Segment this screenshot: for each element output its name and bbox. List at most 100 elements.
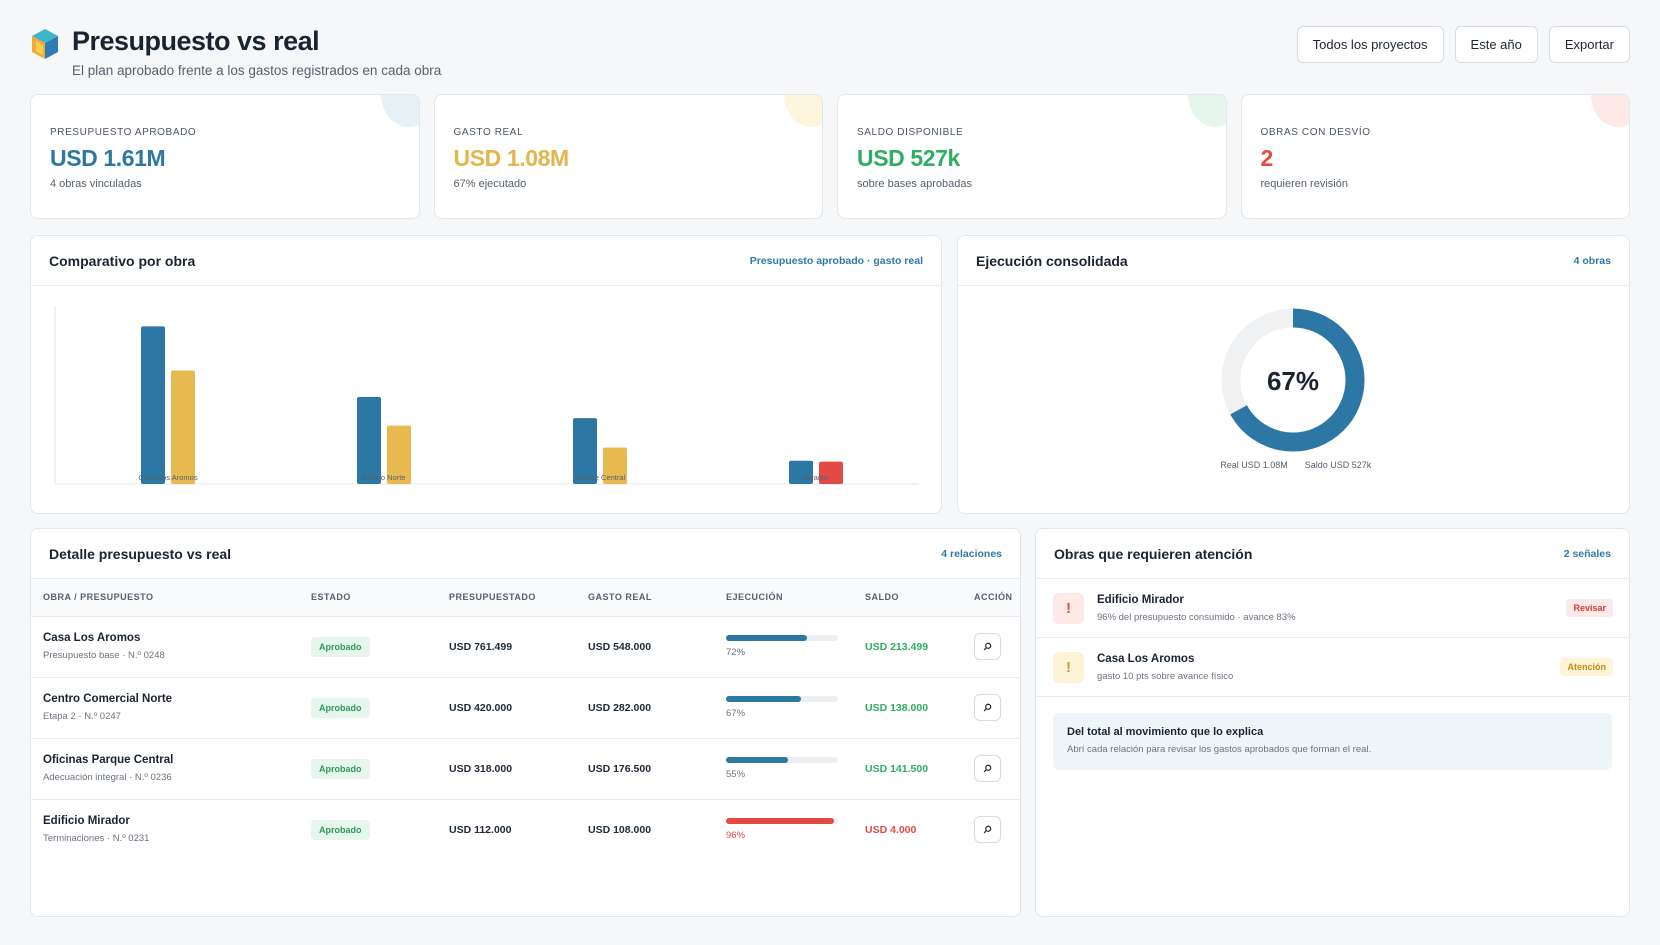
obra-ref: Terminaciones · N.º 0231: [43, 833, 150, 845]
view-detail-button[interactable]: [974, 633, 1001, 660]
view-detail-button[interactable]: [974, 694, 1001, 721]
bar-presupuesto: [573, 418, 597, 484]
ejecucion-card: Ejecución consolidada 4 obras 67% Real U…: [957, 235, 1630, 514]
progress-fill: [726, 696, 802, 702]
card-header: Detalle presupuesto vs real 4 relaciones: [31, 529, 1020, 579]
cell-saldo: USD 213.499: [853, 616, 962, 678]
progress-track: [726, 757, 838, 763]
cell-gasto: USD 548.000: [576, 616, 714, 678]
progress-fill: [726, 635, 807, 641]
cell-gasto: USD 282.000: [576, 677, 714, 739]
comparativo-bar-chart: Casa Los Aromos Centro Norte Parque Centra…: [54, 306, 919, 485]
table-row: Casa Los Aromos Presupuesto base · N.º 02…: [31, 616, 1020, 678]
period-filter-button[interactable]: Este año: [1454, 26, 1538, 63]
obra-ref: Adecuación integral · N.º 0236: [43, 772, 172, 783]
view-detail-button[interactable]: [974, 816, 1001, 844]
cell-ejecucion: 96%: [714, 799, 853, 860]
status-badge: Aprobado: [311, 819, 370, 840]
presupuestado-value: USD 761.499: [449, 640, 513, 653]
card-title: Ejecución consolidada: [976, 252, 1128, 269]
card-header: Comparativo por obra Presupuesto aprobad…: [31, 236, 941, 286]
cell-accion: [962, 616, 1020, 678]
card-header: Ejecución consolidada 4 obras: [958, 236, 1629, 286]
card-header: Obras que requieren atención 2 señales: [1036, 529, 1629, 579]
page-subtitle: El plan aprobado frente a los gastos reg…: [72, 63, 442, 78]
cell-estado: Aprobado: [299, 738, 437, 800]
obra-ref: Presupuesto base · N.º 0248: [43, 650, 165, 661]
kpi-value: 2: [1260, 145, 1274, 171]
progress-fill: [726, 757, 788, 763]
cell-obra: Oficinas Parque Central Adecuación integr…: [31, 738, 299, 800]
search-icon: [983, 825, 992, 834]
obra-name: Casa Los Aromos: [43, 632, 141, 644]
detalle-table: OBRA / PRESUPUESTO ESTADO PRESUPUESTADO …: [31, 579, 1020, 860]
cell-accion: [962, 799, 1020, 860]
project-filter-button[interactable]: Todos los proyectos: [1296, 26, 1444, 63]
gasto-value: USD 108.000: [588, 823, 652, 836]
table-body: Casa Los Aromos Presupuesto base · N.º 02…: [31, 616, 1020, 860]
kpi-card-gasto: GASTO REAL USD 1.08M 67% ejecutado: [433, 94, 823, 219]
cell-obra: Casa Los Aromos Presupuesto base · N.º 02…: [31, 616, 299, 678]
kpi-note: sobre bases aprobadas: [857, 178, 972, 190]
kpi-value: USD 1.61M: [50, 145, 166, 171]
status-badge: Aprobado: [311, 636, 370, 657]
progress-track: [726, 818, 838, 825]
presupuestado-value: USD 112.000: [449, 823, 512, 836]
page-title: Presupuesto vs real: [72, 26, 320, 56]
revisar-tag[interactable]: Revisar: [1566, 599, 1613, 617]
card-title: Detalle presupuesto vs real: [49, 545, 232, 562]
kpi-card-presupuesto: PRESUPUESTO APROBADO USD 1.61M 4 obras v…: [30, 94, 420, 219]
senales-count: 2 señales: [1563, 547, 1611, 560]
ejecucion-donut-chart: 67% Real USD 1.08M Saldo USD 527k: [1220, 308, 1372, 470]
alert-icon: !: [1053, 592, 1084, 624]
col-header-estado: ESTADO: [299, 579, 437, 617]
x-tick-label: Casa Los Aromos: [138, 473, 197, 482]
kpi-row: PRESUPUESTO APROBADO USD 1.61M 4 obras v…: [30, 94, 1630, 219]
col-header-saldo: SALDO: [853, 579, 962, 617]
cell-estado: Aprobado: [299, 799, 437, 860]
cell-gasto: USD 108.000: [576, 799, 714, 860]
kpi-decoration: [1187, 95, 1226, 127]
cell-ejecucion: 72%: [714, 616, 853, 678]
table-row: Centro Comercial Norte Etapa 2 · N.º 0247…: [31, 677, 1020, 739]
gasto-value: USD 548.000: [588, 640, 652, 653]
warning-icon: !: [1053, 651, 1084, 683]
presupuestado-value: USD 420.000: [449, 701, 513, 714]
kpi-card-saldo: SALDO DISPONIBLE USD 527k sobre bases ap…: [837, 94, 1227, 219]
col-header-obra: OBRA / PRESUPUESTO: [31, 579, 299, 617]
bar-gasto: [171, 370, 195, 484]
cell-ejecucion: 55%: [714, 738, 853, 800]
kpi-card-desvio: OBRAS CON DESVÍO 2 requieren revisión: [1240, 94, 1630, 219]
cell-estado: Aprobado: [299, 616, 437, 678]
col-header-presupuestado: PRESUPUESTADO: [437, 579, 576, 617]
atencion-tag[interactable]: Atención: [1560, 658, 1613, 676]
chart-legend-note: Presupuesto aprobado · gasto real: [749, 254, 923, 267]
export-button[interactable]: Exportar: [1548, 26, 1630, 63]
kpi-value: USD 1.08M: [453, 145, 570, 171]
saldo-value: USD 213.499: [865, 640, 929, 653]
progress-track: [726, 696, 838, 702]
table-header-row: OBRA / PRESUPUESTO ESTADO PRESUPUESTADO …: [31, 579, 1020, 617]
cell-ejecucion: 67%: [714, 677, 853, 739]
info-note-title: Del total al movimiento que lo explica: [1067, 726, 1264, 738]
bar-presupuesto: [141, 326, 165, 484]
search-icon: [983, 642, 992, 651]
x-tick-label: Parque Central: [575, 473, 626, 482]
obra-ref: Etapa 2 · N.º 0247: [43, 711, 121, 722]
col-header-gasto: GASTO REAL: [576, 579, 714, 617]
view-detail-button[interactable]: [974, 755, 1001, 782]
cell-presupuestado: USD 112.000: [437, 799, 576, 860]
obras-count: 4 obras: [1573, 254, 1611, 267]
col-header-ejecucion: EJECUCIÓN: [714, 579, 853, 617]
bar-presupuesto: [357, 397, 381, 484]
bar-gasto: [387, 425, 411, 484]
progress-percent: 96%: [726, 830, 746, 842]
attention-item[interactable]: ! Edificio Mirador 96% del presupuesto c…: [1036, 579, 1629, 638]
attention-item[interactable]: ! Casa Los Aromos gasto 10 pts sobre ava…: [1036, 638, 1629, 697]
progress-percent: 55%: [726, 769, 746, 780]
kpi-note: requieren revisión: [1260, 178, 1348, 190]
attention-detail: gasto 10 pts sobre avance físico: [1097, 670, 1234, 682]
search-icon: [983, 703, 992, 712]
cell-saldo: USD 4.000: [853, 799, 962, 860]
cell-obra: Centro Comercial Norte Etapa 2 · N.º 0247: [31, 677, 299, 739]
